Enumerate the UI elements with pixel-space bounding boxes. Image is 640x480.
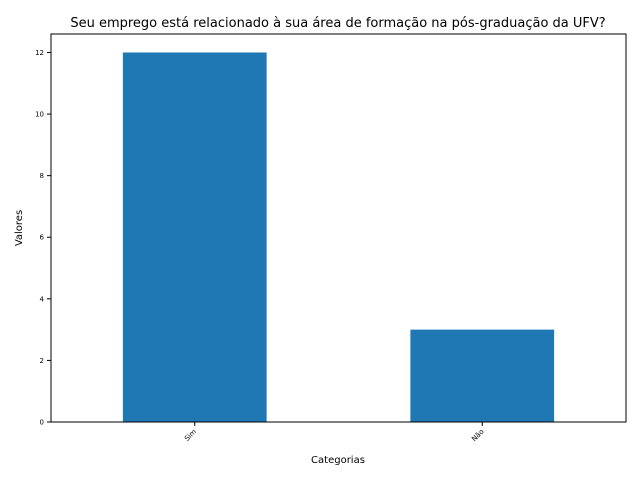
y-tick-label: 2 <box>40 357 44 365</box>
y-axis-label: Valores <box>14 210 25 246</box>
y-tick-label: 8 <box>40 172 44 180</box>
bar-1 <box>122 52 267 422</box>
bars-group <box>122 52 555 422</box>
y-axis-ticks: 0 2 4 6 8 10 12 <box>35 49 51 427</box>
plot-area-frame <box>50 33 627 423</box>
y-tick-label: 6 <box>40 234 45 242</box>
y-tick-label: 12 <box>35 49 44 57</box>
chart-title: Seu emprego está relacionado à sua área … <box>70 16 605 31</box>
y-tick-label: 0 <box>40 419 44 427</box>
y-tick-label: 10 <box>35 111 44 119</box>
y-tick-label: 4 <box>40 295 45 303</box>
bar-2 <box>410 329 555 422</box>
x-axis-label: Categorias <box>311 455 365 466</box>
